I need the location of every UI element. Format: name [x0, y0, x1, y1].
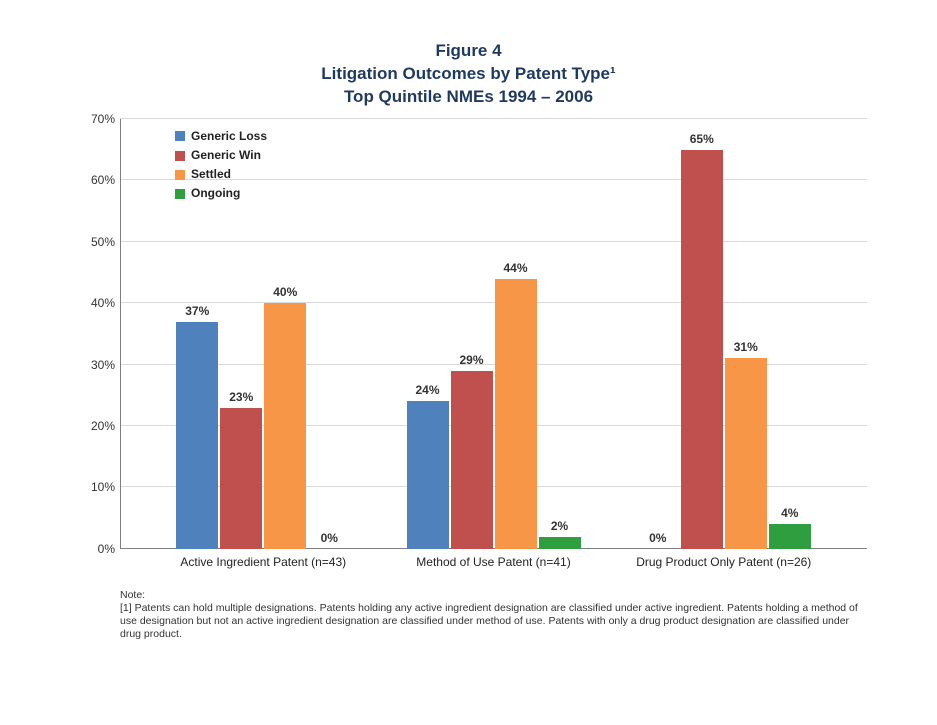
bar-value-label: 44% [495, 261, 537, 275]
title-line-3: Top Quintile NMEs 1994 – 2006 [30, 86, 907, 109]
bar-value-label: 24% [407, 383, 449, 397]
category-label: Drug Product Only Patent (n=26) [636, 555, 811, 569]
footnote-body: [1] Patents can hold multiple designatio… [120, 602, 858, 640]
title-line-1: Figure 4 [30, 40, 907, 63]
plot-area: 0%10%20%30%40%50%60%70% Generic LossGene… [120, 119, 867, 549]
category-labels: Active Ingredient Patent (n=43) Method of… [120, 555, 867, 575]
bar-group: 24%29%44%2% [407, 119, 581, 549]
bar-value-label: 31% [725, 340, 767, 354]
bar: 29% [451, 371, 493, 549]
bar-value-label: 2% [539, 519, 581, 533]
footnote-head: Note: [120, 589, 867, 602]
y-tick-label: 60% [91, 173, 115, 187]
y-tick-label: 70% [91, 112, 115, 126]
bar-value-label: 0% [308, 531, 350, 545]
bar: 65% [681, 150, 723, 549]
bar: 24% [407, 401, 449, 548]
category-label: Active Ingredient Patent (n=43) [180, 555, 346, 569]
y-tick-label: 40% [91, 296, 115, 310]
bar: 31% [725, 358, 767, 548]
figure-container: Figure 4 Litigation Outcomes by Patent T… [0, 0, 937, 725]
bar: 40% [264, 303, 306, 549]
y-tick-label: 20% [91, 419, 115, 433]
bar-value-label: 4% [769, 506, 811, 520]
chart-title-block: Figure 4 Litigation Outcomes by Patent T… [30, 40, 907, 109]
footnote: Note: [1] Patents can hold multiple desi… [120, 589, 867, 642]
y-tick-label: 50% [91, 235, 115, 249]
bar: 2% [539, 537, 581, 549]
y-tick-label: 30% [91, 358, 115, 372]
category-label: Method of Use Patent (n=41) [416, 555, 570, 569]
bar: 44% [495, 279, 537, 549]
bar: 4% [769, 524, 811, 549]
y-tick-label: 10% [91, 480, 115, 494]
bar-value-label: 0% [637, 531, 679, 545]
bars-layer: 37%23%40%0%24%29%44%2%0%65%31%4% [120, 119, 867, 549]
title-line-2: Litigation Outcomes by Patent Type¹ [30, 63, 907, 86]
y-tick-label: 0% [98, 542, 115, 556]
bar: 23% [220, 408, 262, 549]
bar-value-label: 37% [176, 304, 218, 318]
bar-group: 37%23%40%0% [176, 119, 350, 549]
bar-value-label: 40% [264, 285, 306, 299]
bar-value-label: 23% [220, 390, 262, 404]
bar-group: 0%65%31%4% [637, 119, 811, 549]
y-axis: 0%10%20%30%40%50%60%70% [65, 119, 115, 549]
bar: 37% [176, 322, 218, 549]
bar-value-label: 65% [681, 132, 723, 146]
bar-value-label: 29% [451, 353, 493, 367]
